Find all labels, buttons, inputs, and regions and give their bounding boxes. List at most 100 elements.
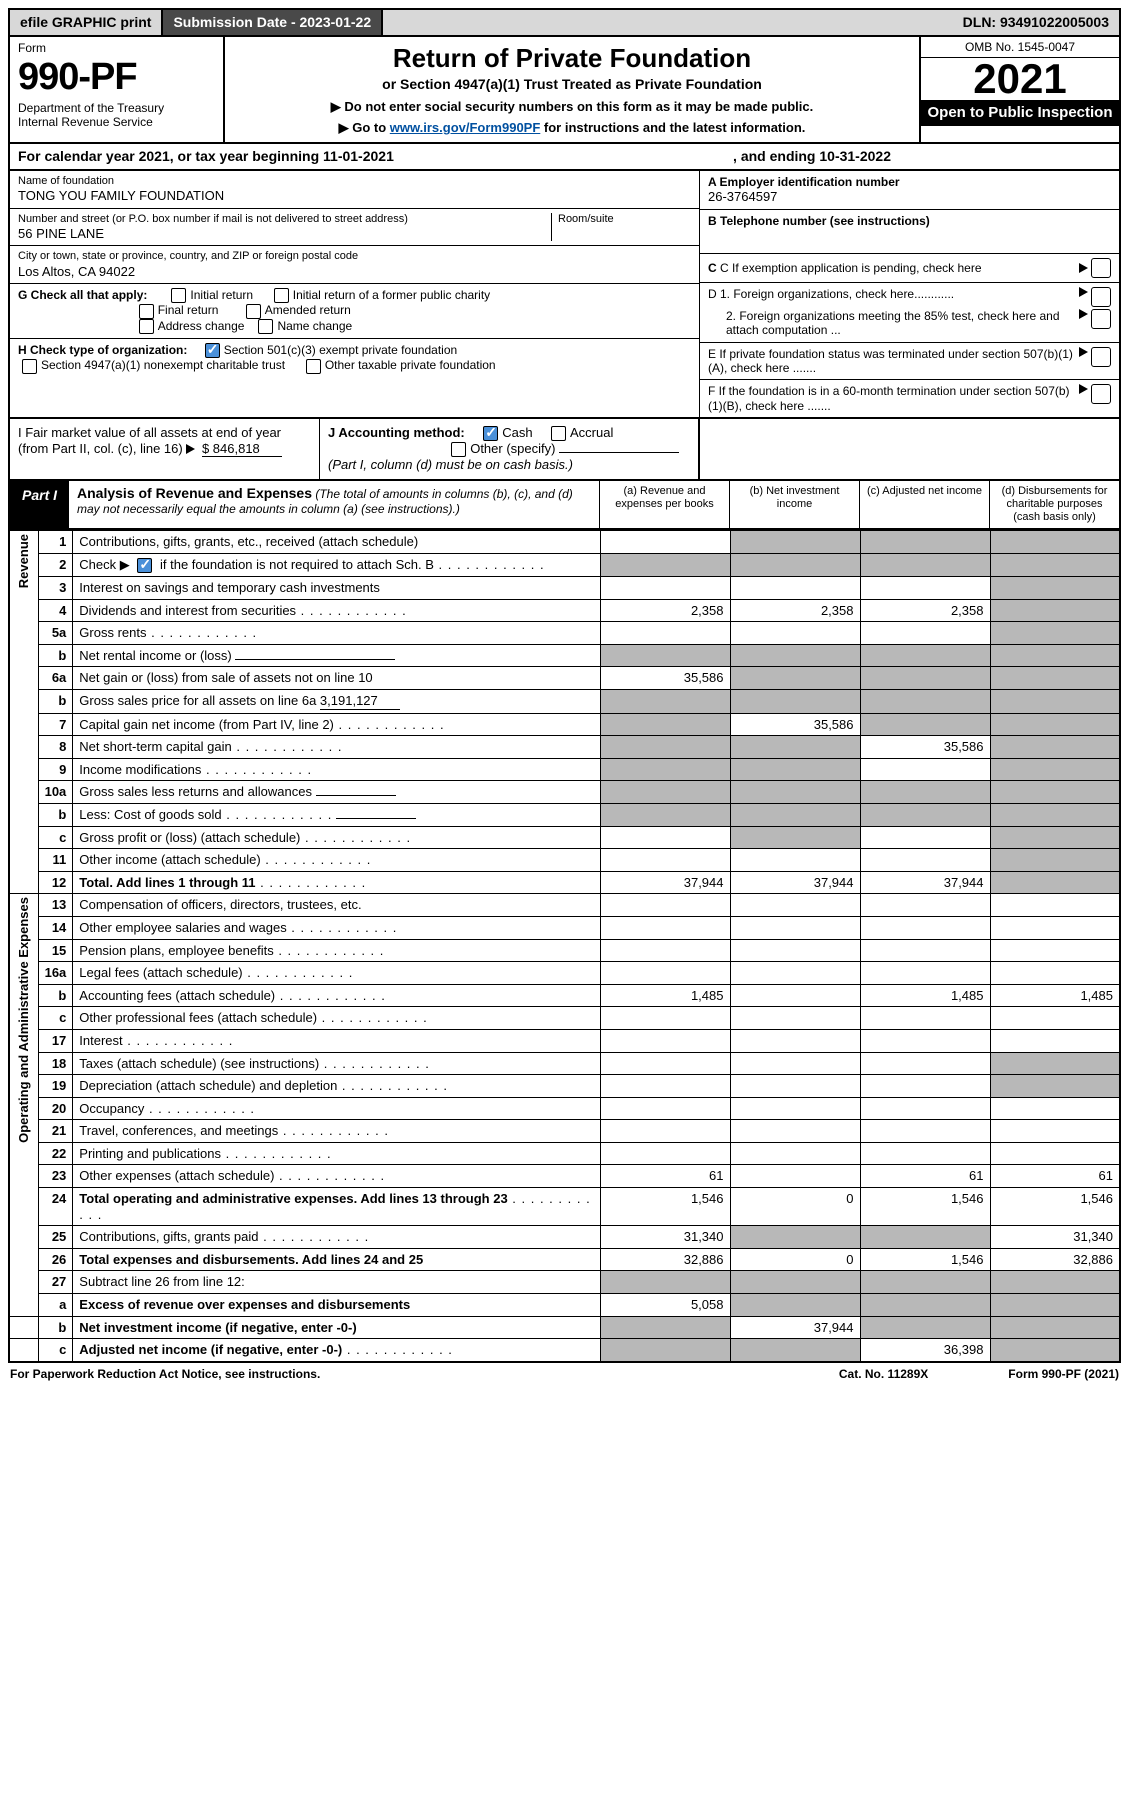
arrow-icon xyxy=(1079,347,1088,357)
city-label: City or town, state or province, country… xyxy=(18,250,691,263)
line-num: c xyxy=(38,1339,73,1362)
submission-date: Submission Date - 2023-01-22 xyxy=(163,10,383,35)
top-strip: efile GRAPHIC print Submission Date - 20… xyxy=(8,8,1121,37)
e-cell: E If private foundation status was termi… xyxy=(700,343,1119,381)
chk-d2[interactable] xyxy=(1091,309,1111,329)
table-row: 6aNet gain or (loss) from sale of assets… xyxy=(9,667,1120,690)
cal-begin: For calendar year 2021, or tax year begi… xyxy=(18,148,394,165)
line-num: 20 xyxy=(38,1097,73,1120)
form-number: 990-PF xyxy=(18,55,215,101)
cell-value: 37,944 xyxy=(600,871,730,894)
chk-initial-former[interactable] xyxy=(274,288,289,303)
table-row: 21Travel, conferences, and meetings xyxy=(9,1120,1120,1143)
line-num: 10a xyxy=(38,781,73,804)
chk-f[interactable] xyxy=(1091,384,1111,404)
table-row: 9Income modifications xyxy=(9,758,1120,781)
expenses-side-label: Operating and Administrative Expenses xyxy=(16,897,32,1143)
line-num: 8 xyxy=(38,736,73,759)
line-num: 24 xyxy=(38,1188,73,1226)
e-label: E If private foundation status was termi… xyxy=(708,347,1079,376)
line-num: 27 xyxy=(38,1271,73,1294)
cell-value: 2,358 xyxy=(600,599,730,622)
chk-cash[interactable] xyxy=(483,426,498,441)
table-row: Operating and Administrative Expenses 13… xyxy=(9,894,1120,917)
opt-other-tax: Other taxable private foundation xyxy=(325,358,496,372)
table-row: bNet investment income (if negative, ent… xyxy=(9,1316,1120,1339)
city-state-zip: Los Altos, CA 94022 xyxy=(18,264,691,280)
chk-addr-change[interactable] xyxy=(139,319,154,334)
line-num: 3 xyxy=(38,577,73,600)
chk-4947[interactable] xyxy=(22,359,37,374)
opt-former: Initial return of a former public charit… xyxy=(293,288,490,302)
ein-label: A Employer identification number xyxy=(708,175,900,189)
line-num: 18 xyxy=(38,1052,73,1075)
cell-value: 31,340 xyxy=(990,1226,1120,1249)
line-desc: Gross sales price for all assets on line… xyxy=(73,690,600,714)
chk-accrual[interactable] xyxy=(551,426,566,441)
chk-c[interactable] xyxy=(1091,258,1111,278)
opt-final: Final return xyxy=(158,303,219,317)
line-desc: Taxes (attach schedule) (see instruction… xyxy=(73,1052,600,1075)
line-num: 22 xyxy=(38,1142,73,1165)
cell-value: 1,485 xyxy=(600,984,730,1007)
chk-amended[interactable] xyxy=(246,304,261,319)
calendar-year-row: For calendar year 2021, or tax year begi… xyxy=(8,144,1121,171)
line-desc: Other income (attach schedule) xyxy=(73,849,600,872)
line-desc: Contributions, gifts, grants, etc., rece… xyxy=(73,531,600,554)
chk-initial-return[interactable] xyxy=(171,288,186,303)
cell-value: 1,546 xyxy=(990,1188,1120,1226)
table-row: 14Other employee salaries and wages xyxy=(9,916,1120,939)
irs-link[interactable]: www.irs.gov/Form990PF xyxy=(390,120,541,135)
line-desc: Pension plans, employee benefits xyxy=(73,939,600,962)
table-row: 2Check ▶ if the foundation is not requir… xyxy=(9,553,1120,576)
line-desc: Subtract line 26 from line 12: xyxy=(73,1271,600,1294)
chk-e[interactable] xyxy=(1091,347,1111,367)
table-row: 16aLegal fees (attach schedule) xyxy=(9,962,1120,985)
cell-value: 0 xyxy=(730,1248,860,1271)
cell-value: 36,398 xyxy=(860,1339,990,1362)
fmv-value: $ 846,818 xyxy=(202,441,282,458)
d2-label: 2. Foreign organizations meeting the 85%… xyxy=(708,309,1079,338)
table-row: 4Dividends and interest from securities2… xyxy=(9,599,1120,622)
table-row: bNet rental income or (loss) xyxy=(9,644,1120,667)
line-num: a xyxy=(38,1294,73,1317)
col-d-hdr: (d) Disbursements for charitable purpose… xyxy=(989,481,1119,529)
form-id-block: Form 990-PF Department of the Treasury I… xyxy=(10,37,225,142)
title-block: Return of Private Foundation or Section … xyxy=(225,37,919,142)
dept-line1: Department of the Treasury xyxy=(18,101,215,115)
f-right-dup xyxy=(699,419,1119,479)
chk-final[interactable] xyxy=(139,304,154,319)
table-row: 19Depreciation (attach schedule) and dep… xyxy=(9,1075,1120,1098)
footer: For Paperwork Reduction Act Notice, see … xyxy=(8,1363,1121,1385)
line-num: 12 xyxy=(38,871,73,894)
revenue-side-label: Revenue xyxy=(16,534,32,588)
chk-501c3[interactable] xyxy=(205,343,220,358)
cell-value: 35,586 xyxy=(860,736,990,759)
chk-name-change[interactable] xyxy=(258,319,273,334)
line-num: 26 xyxy=(38,1248,73,1271)
arrow-icon xyxy=(1079,384,1088,394)
ein-cell: A Employer identification number 26-3764… xyxy=(700,171,1119,210)
chk-d1[interactable] xyxy=(1091,287,1111,307)
line-desc: Gross rents xyxy=(73,622,600,645)
line-desc: Compensation of officers, directors, tru… xyxy=(73,894,600,917)
table-row: 26Total expenses and disbursements. Add … xyxy=(9,1248,1120,1271)
line-num: 21 xyxy=(38,1120,73,1143)
cell-value: 37,944 xyxy=(860,871,990,894)
chk-other-taxable[interactable] xyxy=(306,359,321,374)
cell-value: 35,586 xyxy=(730,713,860,736)
cell-value: 31,340 xyxy=(600,1226,730,1249)
street-address: 56 PINE LANE xyxy=(18,226,551,242)
line-desc: Gross sales less returns and allowances xyxy=(73,781,600,804)
chk-no-schB[interactable] xyxy=(137,558,152,573)
chk-other-method[interactable] xyxy=(451,442,466,457)
instr-2: ▶ Go to www.irs.gov/Form990PF for instru… xyxy=(237,120,907,136)
line-desc: Check ▶ if the foundation is not require… xyxy=(73,553,600,576)
line-num: 9 xyxy=(38,758,73,781)
table-row: 25Contributions, gifts, grants paid31,34… xyxy=(9,1226,1120,1249)
table-row: bLess: Cost of goods sold xyxy=(9,803,1120,826)
instr2-pre: ▶ Go to xyxy=(339,120,390,135)
table-row: 20Occupancy xyxy=(9,1097,1120,1120)
cell-value: 37,944 xyxy=(730,871,860,894)
table-row: 27Subtract line 26 from line 12: xyxy=(9,1271,1120,1294)
